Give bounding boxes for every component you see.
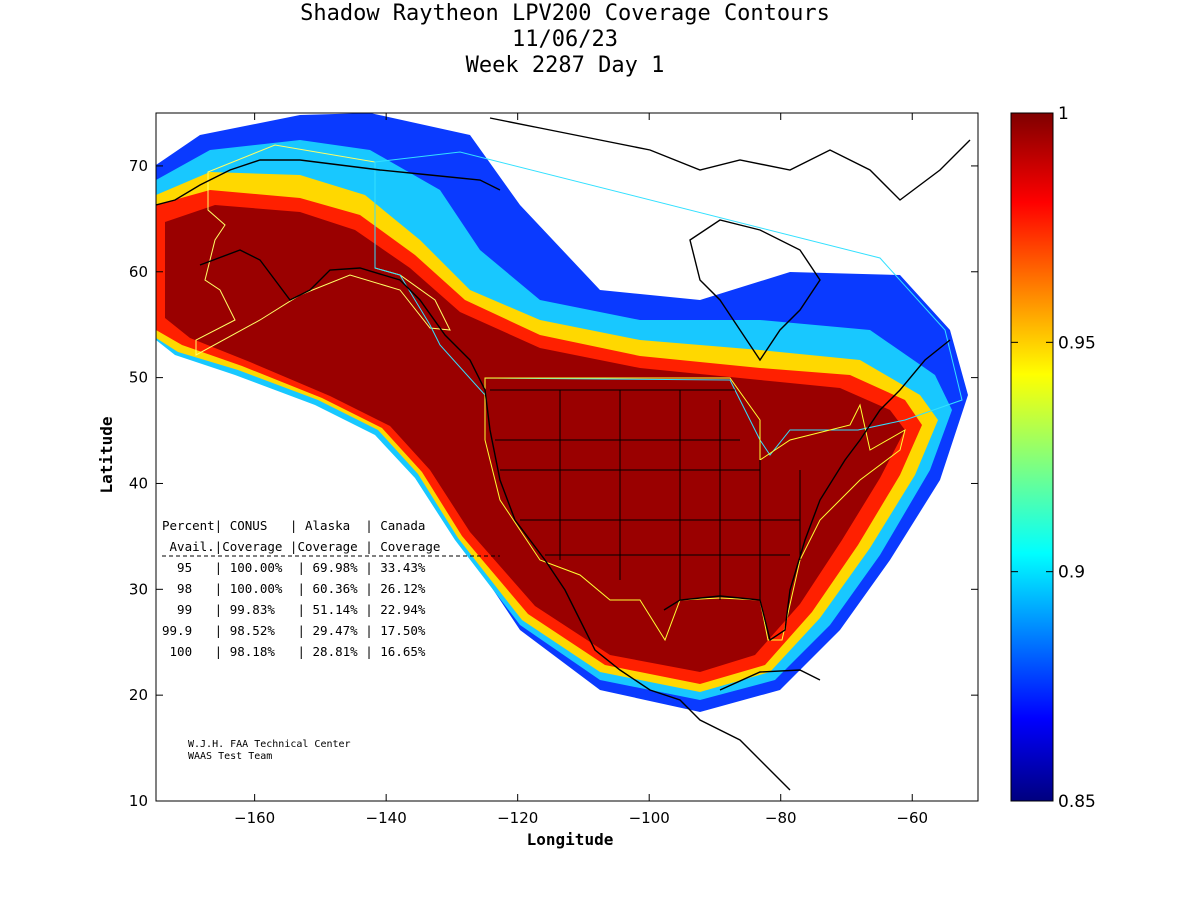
- x-axis: −160 −140 −120 −100 −80 −60: [234, 113, 928, 827]
- colorbar: [1010, 112, 1054, 802]
- table-row: 99.9 | 98.52% | 29.47% | 17.50%: [162, 623, 426, 638]
- colorbar-tick-label: 0.9: [1058, 563, 1085, 583]
- coastlines: [156, 117, 971, 791]
- y-tick-label: 40: [129, 474, 148, 492]
- y-tick-label: 20: [129, 686, 148, 704]
- chart-title-line-3: Week 2287 Day 1: [465, 53, 665, 78]
- y-axis-label: Latitude: [97, 416, 116, 493]
- conus-service-volume: [484, 377, 906, 642]
- x-tick-label: −120: [497, 809, 538, 827]
- chart-title-line-1: Shadow Raytheon LPV200 Coverage Contours: [300, 1, 830, 26]
- credit-line-2: WAAS Test Team: [188, 751, 272, 762]
- plot-frame: [155, 112, 979, 802]
- x-tick-label: −140: [366, 809, 407, 827]
- x-tick-label: −160: [234, 809, 275, 827]
- table-header-2: Avail.|Coverage |Coverage | Coverage: [162, 539, 440, 554]
- y-tick-label: 10: [129, 792, 148, 810]
- y-tick-label: 70: [129, 157, 148, 175]
- x-tick-label: −100: [629, 809, 670, 827]
- state-borders: [490, 389, 801, 600]
- table-row: 99 | 99.83% | 51.14% | 22.94%: [162, 602, 426, 617]
- table-row: 100 | 98.18% | 28.81% | 16.65%: [162, 644, 426, 659]
- chart-title-line-2: 11/06/23: [512, 27, 618, 52]
- y-tick-label: 30: [129, 580, 148, 598]
- y-tick-label: 60: [129, 263, 148, 281]
- x-tick-label: −60: [896, 809, 928, 827]
- credit-line-1: W.J.H. FAA Technical Center: [188, 739, 351, 750]
- y-tick-label: 50: [129, 369, 148, 387]
- colorbar-axis: 0.85 0.9 0.95 1: [1011, 104, 1096, 812]
- coverage-stats-table: Percent| CONUS | Alaska | Canada Avail.|…: [162, 518, 500, 659]
- table-row: 95 | 100.00% | 69.98% | 33.43%: [162, 560, 426, 575]
- colorbar-tick-label: 0.85: [1058, 792, 1096, 812]
- table-row: 98 | 100.00% | 60.36% | 26.12%: [162, 581, 426, 596]
- x-axis-label: Longitude: [527, 830, 614, 849]
- table-header-1: Percent| CONUS | Alaska | Canada: [162, 518, 425, 533]
- y-axis: 10 20 30 40 50 60 70: [129, 157, 978, 810]
- colorbar-tick-label: 1: [1058, 104, 1069, 124]
- colorbar-tick-label: 0.95: [1058, 333, 1096, 353]
- x-tick-label: −80: [765, 809, 797, 827]
